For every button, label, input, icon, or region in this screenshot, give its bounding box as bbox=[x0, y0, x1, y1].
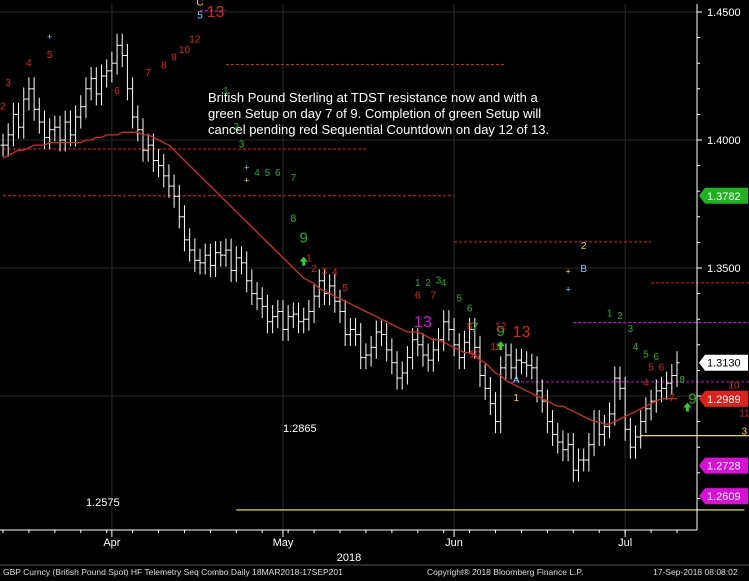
td-count-label: 4 bbox=[26, 58, 32, 69]
td-count-label: 3 bbox=[742, 426, 748, 437]
td-count-label: 6 bbox=[467, 304, 473, 315]
td-count-label: + bbox=[47, 32, 52, 42]
td-count-label: 2 bbox=[617, 311, 623, 322]
td-count-label: + bbox=[244, 176, 249, 186]
price-tag bbox=[699, 457, 748, 474]
price-tag bbox=[699, 488, 748, 505]
price-tag bbox=[699, 390, 748, 407]
td-count-label: 6 bbox=[653, 352, 659, 363]
x-axis-year-label: 2018 bbox=[337, 552, 361, 564]
td-count-label: 9 bbox=[300, 229, 308, 246]
td-count-label: 4 bbox=[441, 278, 447, 289]
td-count-label: 13 bbox=[414, 314, 432, 331]
td-count-label: 9 bbox=[497, 323, 505, 340]
td-count-label: 5 bbox=[456, 293, 462, 304]
td-count-label: + bbox=[565, 284, 570, 294]
td-count-label: 8 bbox=[679, 375, 685, 386]
price-tag-label: 1.2989 bbox=[707, 394, 741, 406]
td-count-label: A bbox=[513, 375, 520, 386]
td-count-label: 13 bbox=[207, 4, 225, 21]
td-count-label: 2 bbox=[234, 122, 240, 133]
td-count-label: C bbox=[196, 0, 203, 9]
td-count-label: 1 bbox=[223, 86, 229, 97]
td-count-label: 2 bbox=[425, 278, 431, 289]
td-count-label: 4 bbox=[254, 168, 260, 179]
td-count-label: 3 bbox=[5, 78, 11, 89]
td-count-label: 10 bbox=[179, 45, 191, 56]
td-count-label: 5 bbox=[648, 362, 654, 373]
td-count-label: 11 bbox=[490, 342, 501, 353]
td-count-label: 7 bbox=[471, 319, 479, 335]
td-count-label: 7 bbox=[669, 393, 675, 404]
td-count-label: + bbox=[244, 163, 249, 173]
price-tag bbox=[699, 187, 748, 204]
td-count-label: 2 bbox=[311, 264, 317, 275]
footer-timestamp: 17-Sep-2018 08:08:02 bbox=[653, 567, 738, 577]
price-tag-label: 1.3782 bbox=[707, 191, 741, 203]
td-count-label: 5 bbox=[47, 50, 53, 61]
level-label: 1.2865 bbox=[283, 423, 317, 435]
td-count-label: 6 bbox=[114, 86, 120, 97]
y-tick-label: 1.4000 bbox=[707, 135, 741, 147]
td-count-label: 13 bbox=[513, 324, 531, 341]
td-count-label: 5 bbox=[265, 168, 271, 179]
moving-average-line bbox=[2, 131, 677, 425]
x-tick-label: Apr bbox=[103, 537, 120, 549]
td-count-label: 7 bbox=[291, 173, 297, 184]
buy-arrow-icon bbox=[496, 341, 505, 351]
buy-arrow-icon bbox=[683, 402, 692, 412]
td-count-label: 8 bbox=[290, 213, 296, 225]
td-count-label: 2 bbox=[581, 241, 587, 252]
td-count-label: 9 bbox=[688, 391, 696, 408]
td-count-label: 5 bbox=[643, 350, 649, 361]
chart-annotation: British Pound Sterling at TDST resistanc… bbox=[208, 90, 550, 137]
price-tag bbox=[699, 354, 748, 371]
td-count-label: 1 bbox=[306, 254, 312, 265]
td-count-label: 12 bbox=[189, 35, 201, 46]
price-tag-label: 1.3130 bbox=[707, 358, 741, 370]
footer-ticker-info: GBP Curncy (British Pound Spot) HF Telem… bbox=[3, 567, 343, 577]
td-count-label: 11 bbox=[739, 408, 749, 419]
td-count-label: 3 bbox=[322, 266, 328, 277]
td-count-label: 1 bbox=[415, 278, 421, 289]
td-count-label: 3 bbox=[239, 140, 245, 151]
buy-arrow-icon bbox=[299, 256, 308, 266]
td-count-label: 6 bbox=[659, 362, 665, 373]
x-tick-label: Jul bbox=[618, 537, 632, 549]
td-count-label: B bbox=[580, 264, 587, 275]
footer-copyright: Copyright® 2018 Bloomberg Finance L.P. bbox=[427, 567, 584, 577]
td-count-label: 7 bbox=[145, 68, 151, 79]
price-tag-label: 1.2728 bbox=[707, 461, 741, 473]
td-count-label: 3 bbox=[436, 275, 442, 286]
td-count-label: 8 bbox=[161, 60, 167, 71]
level-label: 1.2575 bbox=[86, 497, 120, 509]
td-count-label: 3 bbox=[628, 324, 634, 335]
td-count-label: 6 bbox=[275, 168, 281, 179]
td-count-label: 12 bbox=[495, 321, 507, 332]
td-count-label: 4 bbox=[643, 378, 649, 389]
td-count-label: 7 bbox=[431, 291, 437, 302]
td-count-label: 4 bbox=[633, 342, 639, 353]
y-tick-label: 1.3500 bbox=[707, 263, 741, 275]
td-count-label: 10 bbox=[728, 380, 740, 391]
td-count-label: 4 bbox=[332, 268, 338, 279]
td-count-label: 10 bbox=[469, 350, 481, 361]
y-tick-label: 1.4500 bbox=[707, 7, 741, 19]
td-count-label: 5 bbox=[197, 10, 203, 21]
td-count-label: 8 bbox=[467, 321, 473, 332]
x-tick-label: Jun bbox=[445, 537, 463, 549]
x-tick-label: May bbox=[273, 537, 294, 549]
td-count-label: 9 bbox=[171, 53, 177, 64]
td-count-label: 6 bbox=[415, 291, 421, 302]
td-count-label: 1 bbox=[513, 393, 519, 404]
td-count-label: + bbox=[565, 266, 570, 276]
price-tag-label: 1.2609 bbox=[707, 491, 741, 503]
td-count-label: 2 bbox=[0, 101, 6, 112]
td-count-label: 1 bbox=[607, 309, 613, 320]
td-count-label: 5 bbox=[342, 283, 348, 294]
